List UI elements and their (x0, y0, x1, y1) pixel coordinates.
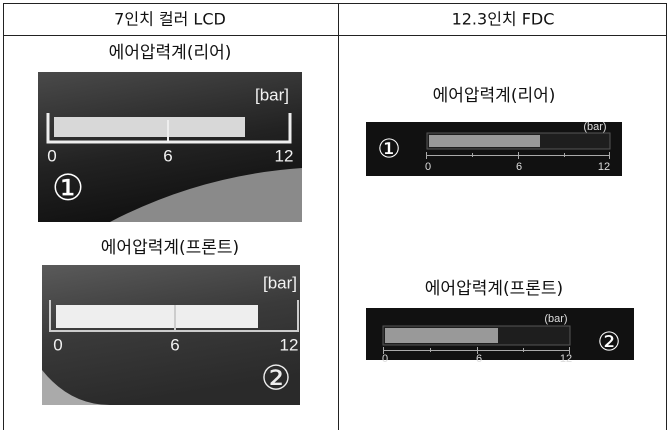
scale-label: 0 (53, 335, 62, 354)
scale-label: 12 (275, 146, 294, 165)
scale-label: 6 (163, 146, 172, 165)
column-header: 12.3인치 FDC (452, 10, 555, 29)
panel-title: 에어압력계(리어) (109, 43, 232, 63)
unit-label: [bar] (263, 273, 297, 292)
unit-label: (bar) (544, 313, 567, 325)
badge: ① (52, 168, 84, 209)
scale-label: 6 (476, 353, 482, 365)
panel-title: 에어압력계(프론트) (425, 279, 563, 299)
fdc-rear-display: (bar) 0 6 12 ① (366, 121, 622, 176)
badge: ① (377, 135, 400, 165)
unit-label: (bar) (583, 121, 606, 133)
panel-title: 에어압력계(리어) (433, 86, 556, 106)
scale-label: 0 (382, 353, 388, 365)
unit-label: [bar] (255, 85, 289, 104)
scale-label: 12 (598, 161, 610, 173)
scale-label: 12 (560, 353, 572, 365)
scale-label: 12 (280, 335, 299, 354)
table-grid (3, 3, 667, 430)
scale-label: 0 (47, 146, 56, 165)
lcd-rear-display: [bar] 0 6 12 ① (38, 72, 302, 222)
badge: ② (261, 359, 291, 399)
scale-label: 0 (425, 161, 431, 173)
lcd-front-display: [bar] 0 6 12 ② (42, 265, 300, 405)
scale-label: 6 (170, 335, 179, 354)
badge: ② (597, 328, 620, 358)
fdc-front-display: (bar) 0 6 12 ② (366, 308, 634, 365)
scale-label: 6 (516, 161, 522, 173)
panel-title: 에어압력계(프론트) (101, 238, 239, 258)
column-header: 7인치 컬러 LCD (114, 10, 226, 29)
